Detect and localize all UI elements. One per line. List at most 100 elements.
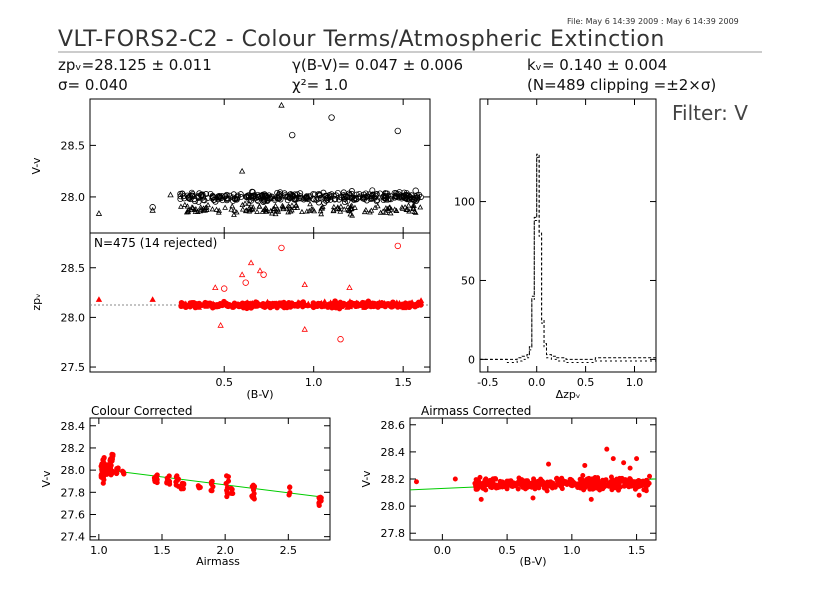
colour-point xyxy=(223,473,230,479)
airmass-point xyxy=(477,482,483,488)
airmass-point xyxy=(511,483,517,489)
mid-xtick-label: 1.0 xyxy=(305,376,323,389)
top-point-triangle xyxy=(412,209,419,215)
hist-ytick-label: 0 xyxy=(468,353,475,366)
top-point-triangle xyxy=(209,206,216,212)
top-point-circle xyxy=(381,192,388,199)
top-point-triangle xyxy=(374,203,381,209)
top-point-circle xyxy=(331,192,338,199)
airmass-outlier-point xyxy=(530,495,536,501)
top-point-circle xyxy=(226,192,233,199)
airmass-isolated-point xyxy=(647,473,653,479)
mid-point-triangle xyxy=(282,300,289,306)
top-point-circle xyxy=(338,194,345,201)
airmass-point xyxy=(556,479,562,485)
top-point-triangle xyxy=(367,209,373,215)
chi2-stat: χ²= 1.0 xyxy=(292,76,348,94)
airmass-isolated-point xyxy=(413,479,419,485)
mid-rejected-circle xyxy=(394,242,401,250)
mid-ytick-label: 28.5 xyxy=(61,262,86,275)
top-point-triangle xyxy=(380,208,386,214)
top-point-circle xyxy=(251,192,258,199)
airmass-point xyxy=(617,484,623,490)
top-point-circle xyxy=(373,198,380,205)
top-point-triangle xyxy=(346,206,353,213)
mid-point-circle xyxy=(259,302,266,309)
top-outlier-circle xyxy=(394,127,401,135)
top-point-circle xyxy=(271,195,278,202)
filter-label: Filter: V xyxy=(672,101,748,125)
top-outlier-circle xyxy=(328,114,335,121)
top-point-triangle xyxy=(399,204,405,210)
top-outlier-triangle xyxy=(149,206,156,213)
airmass-point xyxy=(610,477,616,483)
mid-point-triangle xyxy=(368,301,375,307)
airmass-point xyxy=(532,479,538,485)
top-point-triangle xyxy=(197,208,204,214)
mid-point-triangle xyxy=(305,300,312,306)
top-point-circle xyxy=(259,191,266,198)
colour-ytick-label: 28.0 xyxy=(61,464,86,477)
airmass-ytick-label: 28.6 xyxy=(381,419,406,432)
mid-point-triangle xyxy=(374,303,381,309)
mid-point-circle xyxy=(266,301,273,308)
top-point-circle xyxy=(209,193,216,200)
airmass-point xyxy=(643,488,649,494)
top-point-triangle xyxy=(271,205,278,211)
top-points xyxy=(95,101,424,218)
top-point-circle xyxy=(321,199,328,206)
mid-rejected-triangle xyxy=(346,284,353,291)
airmass-point xyxy=(568,476,574,482)
airmass-point xyxy=(491,484,497,490)
top-point-circle xyxy=(238,194,245,201)
mid-isolated-point xyxy=(149,296,156,302)
top-point-circle xyxy=(282,192,289,199)
top-point-circle xyxy=(219,197,226,204)
mid-point-circle xyxy=(244,300,250,306)
top-point-triangle xyxy=(341,206,348,212)
hist-panel-frame xyxy=(479,98,657,373)
colour-xtick-label: 1.5 xyxy=(153,544,171,557)
airmass-points xyxy=(413,446,653,502)
colour-point xyxy=(174,477,180,483)
airmass-point xyxy=(477,474,483,480)
top-point-triangle xyxy=(386,204,393,210)
colour-corrected-title: Colour Corrected xyxy=(91,404,193,418)
top-point-triangle xyxy=(347,203,354,209)
top-point-triangle xyxy=(284,205,290,211)
mid-point-circle xyxy=(317,301,324,308)
top-point-triangle xyxy=(410,202,416,209)
top-point-triangle xyxy=(202,207,209,213)
mid-point-circle xyxy=(207,301,214,307)
top-point-circle xyxy=(372,194,379,201)
top-point-circle xyxy=(275,195,282,202)
hist-xtick-label: -0.5 xyxy=(477,376,498,389)
airmass-point xyxy=(592,484,598,490)
airmass-isolated-point xyxy=(452,476,458,482)
top-point-triangle xyxy=(256,203,263,209)
airmass-point xyxy=(627,476,633,482)
top-point-triangle xyxy=(200,205,207,211)
airmass-point xyxy=(571,480,577,486)
mid-point-circle xyxy=(248,305,254,311)
mid-rejected-circle xyxy=(337,336,344,343)
sigma-stat: σ= 0.040 xyxy=(58,76,128,94)
colour-point xyxy=(154,479,160,486)
airmass-outlier-point xyxy=(634,456,640,462)
top-point-triangle xyxy=(197,204,204,210)
top-ytick-label: 28.5 xyxy=(61,139,86,152)
hist-step-line xyxy=(480,153,656,360)
top-point-triangle xyxy=(254,208,260,214)
top-point-triangle xyxy=(334,205,341,211)
top-point-circle xyxy=(311,191,318,198)
colour-ylabel: V-v xyxy=(40,470,53,488)
airmass-point xyxy=(515,486,521,492)
airmass-point xyxy=(519,482,525,488)
airmass-point xyxy=(617,476,623,482)
top-point-triangle xyxy=(192,206,198,212)
top-point-circle xyxy=(223,191,230,198)
top-point-circle xyxy=(230,197,237,204)
top-point-triangle xyxy=(289,202,295,208)
airmass-outlier-point xyxy=(610,456,616,462)
top-point-triangle xyxy=(194,208,201,214)
